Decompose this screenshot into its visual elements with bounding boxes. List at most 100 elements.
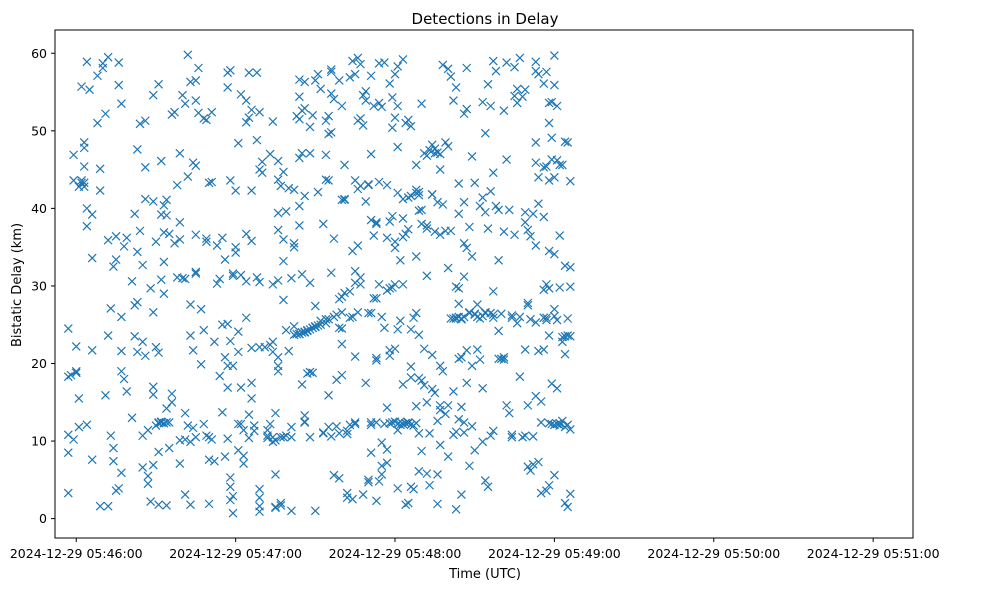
data-point — [496, 309, 506, 319]
data-point — [223, 434, 233, 444]
data-point — [536, 397, 546, 406]
data-point — [427, 384, 437, 394]
data-point — [534, 172, 543, 182]
data-point — [294, 329, 304, 339]
data-point — [369, 293, 379, 303]
data-point — [313, 69, 323, 79]
data-point — [356, 59, 365, 69]
data-point — [188, 345, 198, 355]
data-point — [217, 233, 227, 243]
data-point — [385, 351, 395, 361]
data-point — [560, 137, 570, 147]
data-point — [111, 255, 121, 264]
data-point — [318, 219, 328, 229]
data-point — [292, 329, 302, 339]
data-point — [180, 99, 190, 109]
data-point — [486, 101, 496, 111]
data-point — [456, 490, 466, 499]
data-point — [387, 211, 397, 221]
data-point — [220, 255, 230, 264]
data-point — [427, 189, 437, 199]
data-point — [348, 56, 357, 66]
data-point — [403, 224, 413, 234]
data-point — [156, 275, 166, 285]
data-point — [512, 318, 522, 328]
data-point — [154, 447, 164, 457]
data-point — [207, 177, 217, 187]
data-point — [178, 90, 187, 100]
data-point — [488, 426, 498, 436]
data-point — [154, 500, 164, 510]
data-point — [101, 109, 110, 119]
data-point — [435, 149, 445, 159]
data-point — [300, 77, 310, 87]
data-point — [382, 180, 392, 190]
data-point — [199, 419, 209, 429]
data-point — [390, 344, 400, 354]
data-point — [549, 51, 559, 61]
data-point — [403, 115, 413, 125]
data-point — [364, 475, 373, 485]
data-point — [326, 89, 336, 99]
data-point — [196, 304, 206, 314]
data-point — [223, 383, 233, 392]
data-point — [502, 400, 512, 410]
data-point — [472, 300, 482, 309]
data-point — [122, 233, 132, 243]
data-point — [334, 473, 344, 483]
data-point — [268, 337, 278, 347]
data-point — [480, 476, 490, 486]
data-point — [316, 84, 326, 94]
data-point — [520, 431, 530, 441]
data-point — [186, 500, 195, 510]
data-point — [151, 237, 161, 247]
data-point — [449, 386, 458, 396]
data-point — [364, 477, 373, 487]
data-point — [374, 476, 384, 486]
data-point — [276, 498, 286, 508]
data-point — [284, 346, 294, 356]
plot-frame — [54, 29, 914, 539]
data-point — [403, 193, 413, 202]
data-point — [305, 122, 315, 132]
data-point — [231, 248, 241, 258]
data-point — [486, 431, 496, 441]
data-point — [324, 314, 334, 324]
data-point — [371, 496, 381, 506]
data-point — [544, 246, 554, 256]
data-point — [377, 461, 387, 471]
data-point — [459, 272, 469, 282]
data-point — [425, 428, 434, 438]
data-point — [563, 331, 573, 341]
data-point — [310, 301, 320, 311]
data-point — [518, 432, 527, 442]
data-point — [183, 50, 193, 60]
data-point — [268, 279, 278, 289]
y-tick-label: 30 — [31, 278, 47, 293]
data-point — [361, 378, 371, 388]
data-point — [470, 445, 480, 455]
data-point — [98, 58, 108, 68]
data-point — [310, 75, 320, 85]
data-point — [321, 318, 331, 328]
data-point — [130, 209, 140, 219]
data-point — [191, 432, 201, 442]
data-point — [337, 101, 347, 111]
data-point — [454, 354, 464, 364]
data-point — [470, 178, 480, 188]
data-point — [504, 408, 514, 418]
data-point — [374, 98, 384, 108]
data-point — [326, 65, 336, 74]
data-point — [82, 420, 92, 430]
data-point — [393, 142, 403, 152]
data-point — [446, 226, 456, 236]
data-point — [552, 315, 562, 325]
data-point — [385, 418, 395, 428]
data-point — [260, 342, 270, 352]
data-point — [464, 222, 474, 232]
data-point — [140, 351, 150, 361]
data-point — [148, 382, 158, 392]
data-point — [85, 85, 94, 95]
data-point — [486, 186, 496, 196]
data-point — [523, 298, 533, 308]
